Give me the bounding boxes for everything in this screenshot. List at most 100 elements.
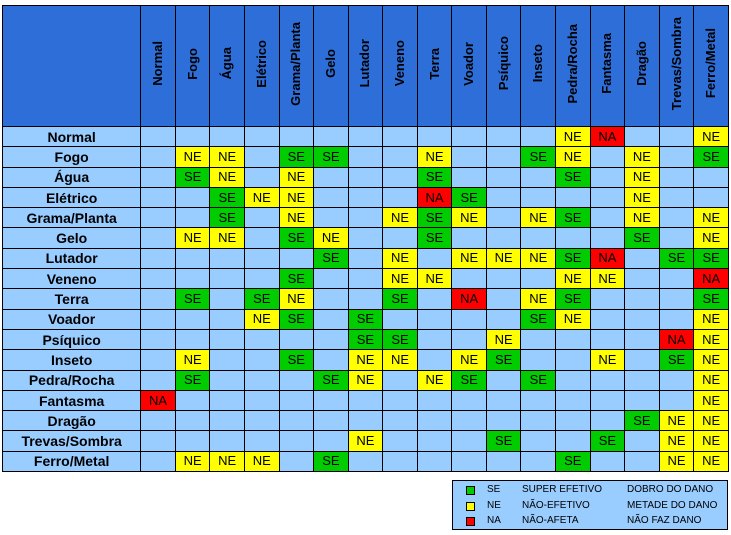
table-cell: SE: [451, 369, 487, 391]
table-row: Psíquico SE SE NE NA NE: [1, 328, 729, 351]
table-cell: [555, 186, 591, 209]
table-cell: [278, 247, 315, 270]
column-header: Fogo: [174, 5, 211, 127]
table-cell: SE: [313, 369, 349, 391]
type-effectiveness-table: Normal Fogo Água Elétrico Grama/Planta Gelo Lu…: [1, 5, 729, 473]
table-cell: [485, 288, 522, 310]
table-cell: [347, 247, 384, 270]
table-row: Pedra/Rocha SE SE NE NE SE SE NE: [1, 369, 729, 391]
row-header: Trevas/Sombra: [1, 430, 142, 452]
table-cell: SE: [416, 207, 453, 229]
table-cell: [520, 166, 557, 188]
table-cell: [313, 430, 349, 452]
legend-effect: METADE DO DANO: [627, 499, 718, 511]
table-cell: NE: [658, 430, 695, 452]
table-cell: [209, 268, 245, 290]
column-header: Trevas/Sombra: [658, 5, 695, 127]
table-cell: NE: [555, 125, 591, 148]
table-cell: [140, 430, 176, 452]
table-cell: NE: [555, 146, 591, 168]
table-cell: [658, 146, 695, 168]
table-cell: [589, 227, 626, 249]
table-cell: NE: [174, 227, 211, 249]
table-cell: SE: [589, 430, 626, 452]
table-cell: [589, 288, 626, 310]
table-cell: [174, 389, 211, 412]
table-row: Lutador SE NE NE NE NE SE NA SE SE: [1, 247, 729, 270]
table-cell: [209, 389, 245, 412]
table-cell: SE: [278, 268, 315, 290]
table-cell: [313, 166, 349, 188]
table-cell: [624, 268, 660, 290]
column-header-label: Pedra/Rocha: [564, 23, 580, 104]
table-cell: [416, 247, 453, 270]
table-cell: [313, 328, 349, 351]
table-cell: SE: [382, 328, 418, 351]
row-header: Fantasma: [1, 389, 142, 412]
table-cell: [520, 410, 557, 432]
type-chart: Normal Fogo Água Elétrico Grama/Planta Gelo Lu…: [1, 5, 729, 477]
table-cell: [589, 308, 626, 330]
table-cell: NE: [589, 349, 626, 371]
table-cell: NE: [693, 308, 729, 330]
table-cell: [140, 186, 176, 209]
table-cell: SE: [555, 207, 591, 229]
column-header: Inseto: [520, 5, 557, 127]
table-cell: [382, 125, 418, 148]
table-row: Fogo NE NE SE SE NE SE NE NE SE: [1, 146, 729, 168]
table-cell: [451, 389, 487, 412]
table-cell: [693, 186, 729, 209]
table-cell: [589, 369, 626, 391]
row-header: Voador: [1, 308, 142, 330]
table-cell: [555, 227, 591, 249]
table-cell: SE: [624, 410, 660, 432]
table-cell: [382, 146, 418, 168]
table-cell: [209, 430, 245, 452]
table-cell: [589, 450, 626, 473]
table-cell: [520, 328, 557, 351]
table-cell: SE: [278, 146, 315, 168]
table-cell: [589, 166, 626, 188]
table-cell: NE: [624, 207, 660, 229]
table-cell: [278, 369, 315, 391]
column-header: Água: [209, 5, 245, 127]
column-header-label: Terra: [426, 47, 442, 80]
table-cell: [624, 125, 660, 148]
table-cell: NE: [693, 207, 729, 229]
column-header: Psíquico: [485, 5, 522, 127]
table-cell: SE: [174, 288, 211, 310]
column-header-label: Normal: [150, 41, 166, 86]
table-cell: [243, 369, 280, 391]
table-cell: [278, 450, 315, 473]
table-cell: [382, 308, 418, 330]
legend-description: SUPER EFETIVO: [522, 484, 603, 495]
table-cell: [589, 389, 626, 412]
table-cell: [174, 308, 211, 330]
table-cell: [624, 369, 660, 391]
table-cell: [243, 268, 280, 290]
table-cell: [485, 125, 522, 148]
table-cell: SE: [209, 186, 245, 209]
table-cell: [347, 268, 384, 290]
table-cell: [555, 410, 591, 432]
table-cell: [313, 186, 349, 209]
table-cell: NA: [140, 389, 176, 412]
table-cell: NE: [416, 146, 453, 168]
legend-description: NÃO-EFETIVO: [522, 499, 590, 511]
table-cell: NE: [278, 186, 315, 209]
table-cell: [174, 207, 211, 229]
table-cell: [416, 288, 453, 310]
table-cell: [624, 430, 660, 452]
table-cell: [451, 430, 487, 452]
table-cell: [520, 389, 557, 412]
table-cell: SE: [555, 247, 591, 270]
table-cell: SE: [520, 369, 557, 391]
table-cell: NE: [589, 268, 626, 290]
table-cell: [278, 410, 315, 432]
row-header: Lutador: [1, 247, 142, 270]
table-cell: [140, 227, 176, 249]
table-cell: [140, 308, 176, 330]
row-header: Água: [1, 166, 142, 188]
table-row: Normal NE NA NE: [1, 125, 729, 148]
column-header-label: Inseto: [530, 44, 546, 83]
